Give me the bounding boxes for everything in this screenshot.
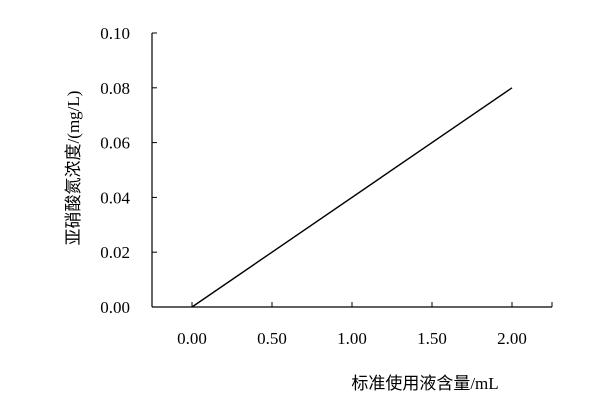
y-axis-label: 亚硝酸氮浓度/(mg/L) <box>64 91 83 246</box>
series-group <box>191 87 513 308</box>
x-tick-label: 2.00 <box>497 329 527 348</box>
x-tick-label: 0.50 <box>257 329 287 348</box>
y-tick-label: 0.06 <box>100 134 130 153</box>
y-tick-label: 0.08 <box>100 79 130 98</box>
axes <box>151 33 552 308</box>
y-tick-label: 0.04 <box>100 188 130 207</box>
y-tick-label: 0.00 <box>100 298 130 317</box>
series-line <box>191 87 513 308</box>
y-tick-label: 0.02 <box>100 243 130 262</box>
y-axis-ticks: 0.00 0.02 0.04 0.06 0.08 0.10 <box>100 24 157 317</box>
x-axis-ticks: 0.00 0.50 1.00 1.50 2.00 <box>177 302 553 348</box>
x-tick-label: 1.50 <box>417 329 447 348</box>
y-tick-label: 0.10 <box>100 24 130 43</box>
x-tick-label: 0.00 <box>177 329 207 348</box>
x-tick-label: 1.00 <box>337 329 367 348</box>
x-axis-label: 标准使用液含量/mL <box>351 373 498 393</box>
